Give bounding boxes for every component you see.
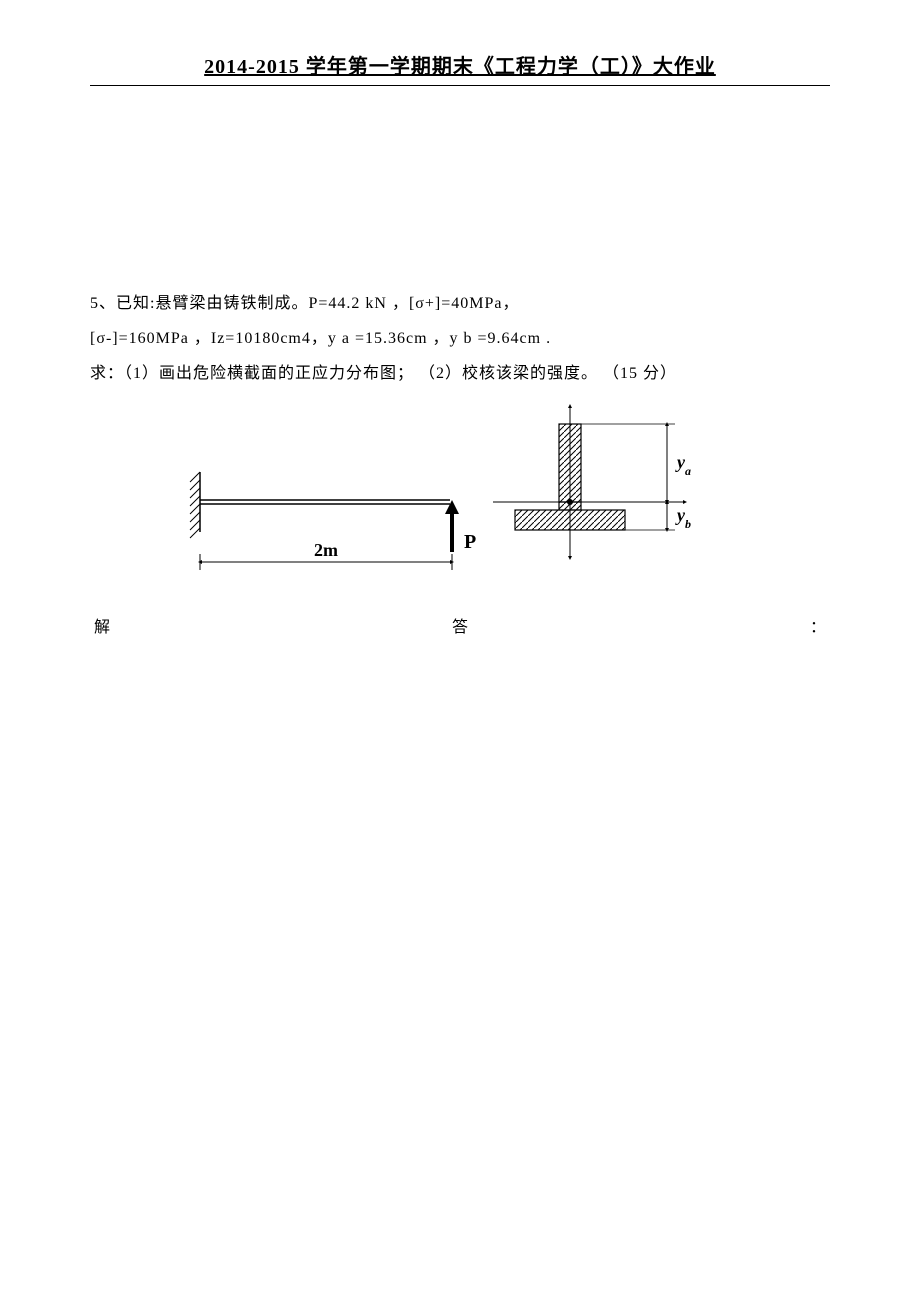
svg-text:yb: yb xyxy=(675,505,691,531)
page-title: 2014-2015 学年第一学期期末《工程力学（工）》大作业 xyxy=(90,50,830,79)
answer-left: 解 xyxy=(94,613,110,637)
answer-mid: 答 xyxy=(452,613,468,637)
svg-text:ya: ya xyxy=(675,452,691,478)
line1-text: 悬臂梁由铸铁制成。P=44.2 kN ，[σ+]=40MPa， xyxy=(155,295,519,312)
answer-right: ： xyxy=(810,613,826,637)
answer-row: 解 答 ： xyxy=(90,613,830,637)
beam-and-section-diagram: P 2m ya yb xyxy=(90,402,790,602)
problem-number: 5、 xyxy=(90,295,116,312)
problem-line-1: 5、已知:悬臂梁由铸铁制成。P=44.2 kN ，[σ+]=40MPa， xyxy=(90,286,830,321)
diagram-container: P 2m ya yb xyxy=(90,402,830,607)
known-label: 已知: xyxy=(116,295,155,312)
page: 2014-2015 学年第一学期期末《工程力学（工）》大作业 5、已知:悬臂梁由… xyxy=(0,0,920,1302)
problem-line-2: [σ-]=160MPa ，Iz=10180cm4，y a =15.36cm ，y… xyxy=(90,321,830,356)
svg-text:P: P xyxy=(464,531,476,553)
problem-line-3: 求：（1）画出危险横截面的正应力分布图； （2）校核该梁的强度。 （15 分） xyxy=(90,356,830,391)
svg-text:2m: 2m xyxy=(314,540,338,560)
header-divider xyxy=(90,85,830,86)
problem-body: 5、已知:悬臂梁由铸铁制成。P=44.2 kN ，[σ+]=40MPa， [σ-… xyxy=(90,286,830,637)
